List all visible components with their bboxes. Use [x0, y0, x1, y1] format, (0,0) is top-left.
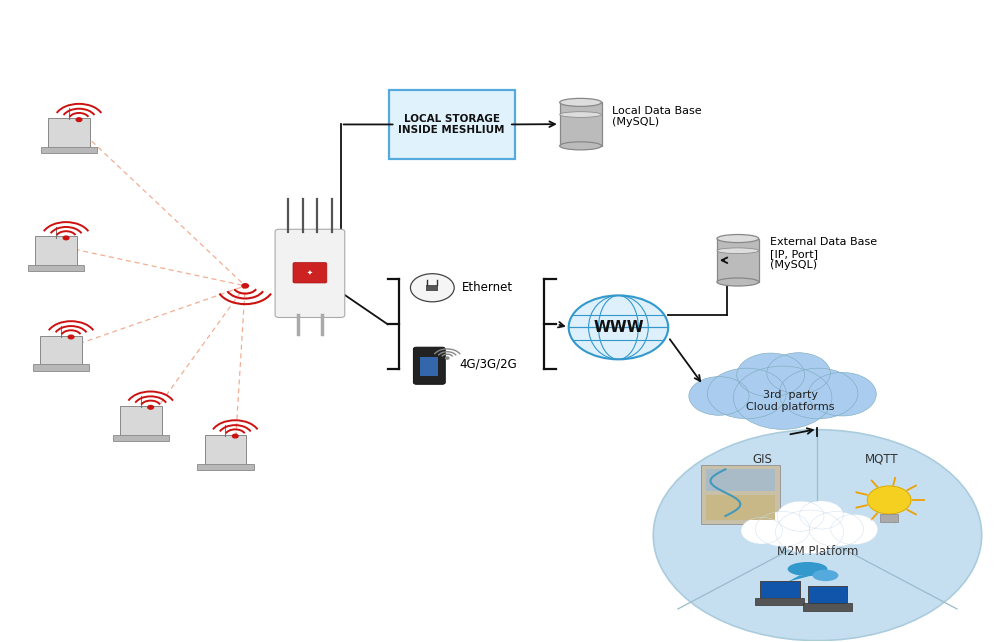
Circle shape [708, 368, 786, 419]
Circle shape [734, 366, 832, 429]
Circle shape [755, 512, 809, 546]
FancyBboxPatch shape [35, 236, 77, 266]
Circle shape [799, 501, 843, 529]
FancyBboxPatch shape [197, 464, 253, 469]
FancyBboxPatch shape [113, 435, 169, 441]
Text: LOCAL STORAGE
INSIDE MESHLIUM: LOCAL STORAGE INSIDE MESHLIUM [398, 114, 505, 135]
FancyBboxPatch shape [205, 435, 247, 465]
FancyBboxPatch shape [275, 229, 344, 318]
Ellipse shape [717, 234, 758, 243]
Bar [560, 102, 602, 146]
Circle shape [741, 517, 782, 544]
Circle shape [737, 353, 804, 397]
Ellipse shape [717, 248, 758, 254]
Ellipse shape [560, 142, 602, 150]
Circle shape [445, 357, 449, 359]
Circle shape [569, 295, 669, 360]
Circle shape [809, 512, 863, 546]
Bar [717, 239, 758, 282]
FancyBboxPatch shape [388, 91, 515, 159]
FancyBboxPatch shape [802, 603, 852, 611]
Text: 3rd  party
Cloud platforms: 3rd party Cloud platforms [747, 390, 835, 412]
Circle shape [76, 118, 82, 121]
Ellipse shape [560, 98, 602, 107]
Circle shape [63, 236, 69, 239]
Bar [880, 514, 898, 522]
Ellipse shape [787, 562, 827, 576]
Ellipse shape [717, 278, 758, 286]
Ellipse shape [560, 112, 602, 117]
Bar [749, 522, 869, 534]
FancyBboxPatch shape [48, 118, 90, 148]
Text: ✦: ✦ [307, 270, 312, 275]
FancyBboxPatch shape [120, 406, 162, 436]
Circle shape [148, 406, 154, 409]
Text: GIS: GIS [752, 453, 772, 465]
Circle shape [775, 510, 843, 554]
FancyBboxPatch shape [413, 347, 445, 385]
Circle shape [242, 284, 249, 288]
FancyBboxPatch shape [701, 465, 779, 524]
Text: WWW: WWW [593, 320, 644, 335]
Circle shape [777, 501, 824, 531]
Bar [426, 284, 438, 291]
FancyBboxPatch shape [807, 586, 847, 603]
Circle shape [689, 377, 749, 415]
FancyBboxPatch shape [420, 357, 438, 376]
Circle shape [233, 434, 239, 438]
FancyBboxPatch shape [706, 469, 774, 491]
FancyBboxPatch shape [40, 336, 82, 366]
Circle shape [654, 429, 982, 641]
Text: M2M Platform: M2M Platform [776, 544, 858, 558]
FancyBboxPatch shape [28, 265, 85, 272]
FancyBboxPatch shape [33, 365, 89, 370]
Text: MQTT: MQTT [865, 453, 899, 465]
Circle shape [808, 372, 876, 416]
Circle shape [766, 352, 830, 394]
Circle shape [831, 514, 878, 544]
Text: Local Data Base
(MySQL): Local Data Base (MySQL) [613, 106, 702, 127]
FancyBboxPatch shape [293, 263, 326, 283]
Bar [703, 384, 862, 401]
Text: External Data Base
[IP, Port]
(MySQL): External Data Base [IP, Port] (MySQL) [769, 238, 877, 270]
FancyBboxPatch shape [41, 147, 97, 153]
Text: Ethernet: Ethernet [462, 281, 513, 294]
Circle shape [779, 368, 858, 419]
Circle shape [68, 335, 74, 339]
Circle shape [867, 486, 911, 514]
Circle shape [410, 273, 454, 302]
FancyBboxPatch shape [759, 581, 799, 598]
Text: 4G/3G/2G: 4G/3G/2G [459, 358, 517, 371]
Ellipse shape [812, 569, 838, 581]
FancyBboxPatch shape [706, 495, 774, 521]
FancyBboxPatch shape [755, 598, 804, 605]
Polygon shape [787, 575, 809, 582]
